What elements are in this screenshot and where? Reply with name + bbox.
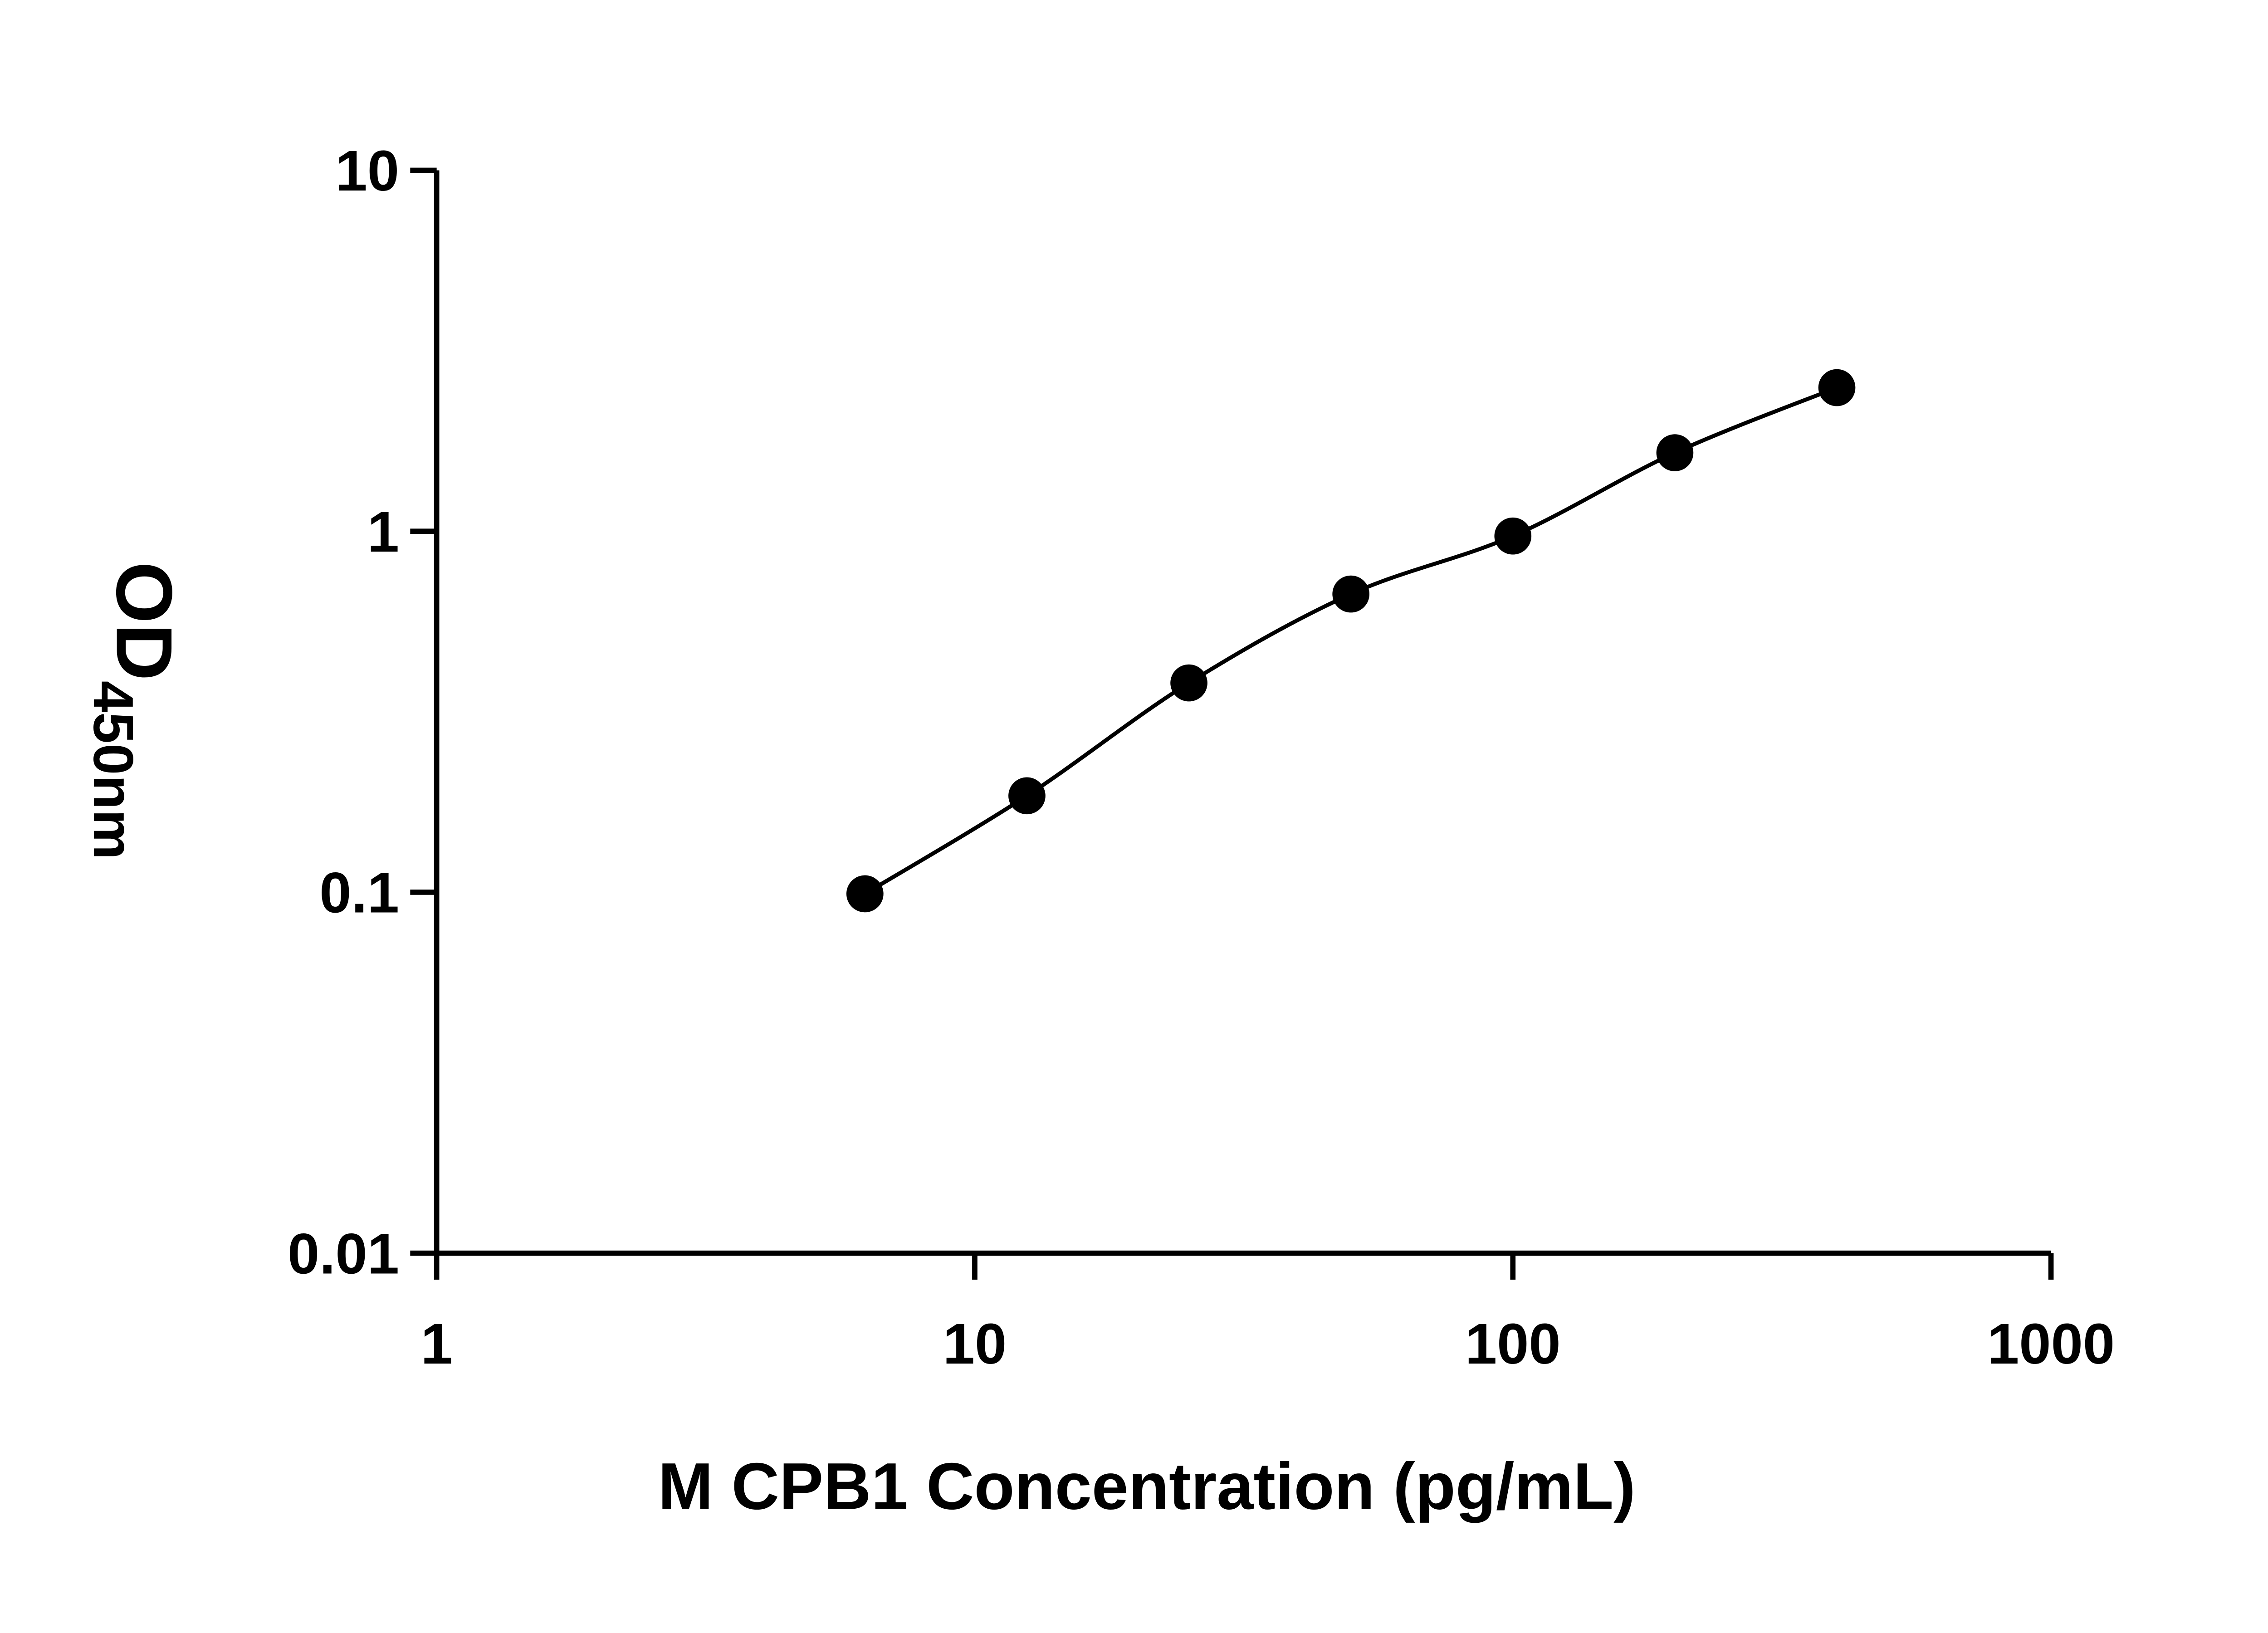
data-point: [1008, 777, 1046, 815]
axis-spine: [434, 170, 2051, 1256]
x-tick-label: 100: [1465, 1312, 1561, 1376]
data-point: [1818, 369, 1856, 406]
y-tick-label: 0.01: [288, 1222, 399, 1286]
data-point: [1656, 434, 1694, 471]
y-tick-label: 0.1: [319, 861, 399, 925]
y-axis-title: OD450nm: [82, 562, 188, 860]
data-point: [1170, 664, 1207, 702]
data-point: [1332, 575, 1370, 613]
data-point: [846, 875, 884, 913]
y-axis-title-subscript: 450nm: [82, 681, 145, 860]
y-axis-title-main: OD: [100, 562, 188, 681]
x-tick-label: 10: [943, 1312, 1007, 1376]
y-tick-label: 10: [335, 139, 399, 203]
x-tick-label: 1: [421, 1312, 453, 1376]
fit-curve: [864, 386, 1838, 896]
x-axis-title: M CPB1 Concentration (pg/mL): [658, 1449, 1636, 1523]
x-tick-label: 1000: [1987, 1312, 2115, 1376]
y-tick-label: 1: [367, 500, 399, 564]
data-point: [1494, 517, 1532, 555]
